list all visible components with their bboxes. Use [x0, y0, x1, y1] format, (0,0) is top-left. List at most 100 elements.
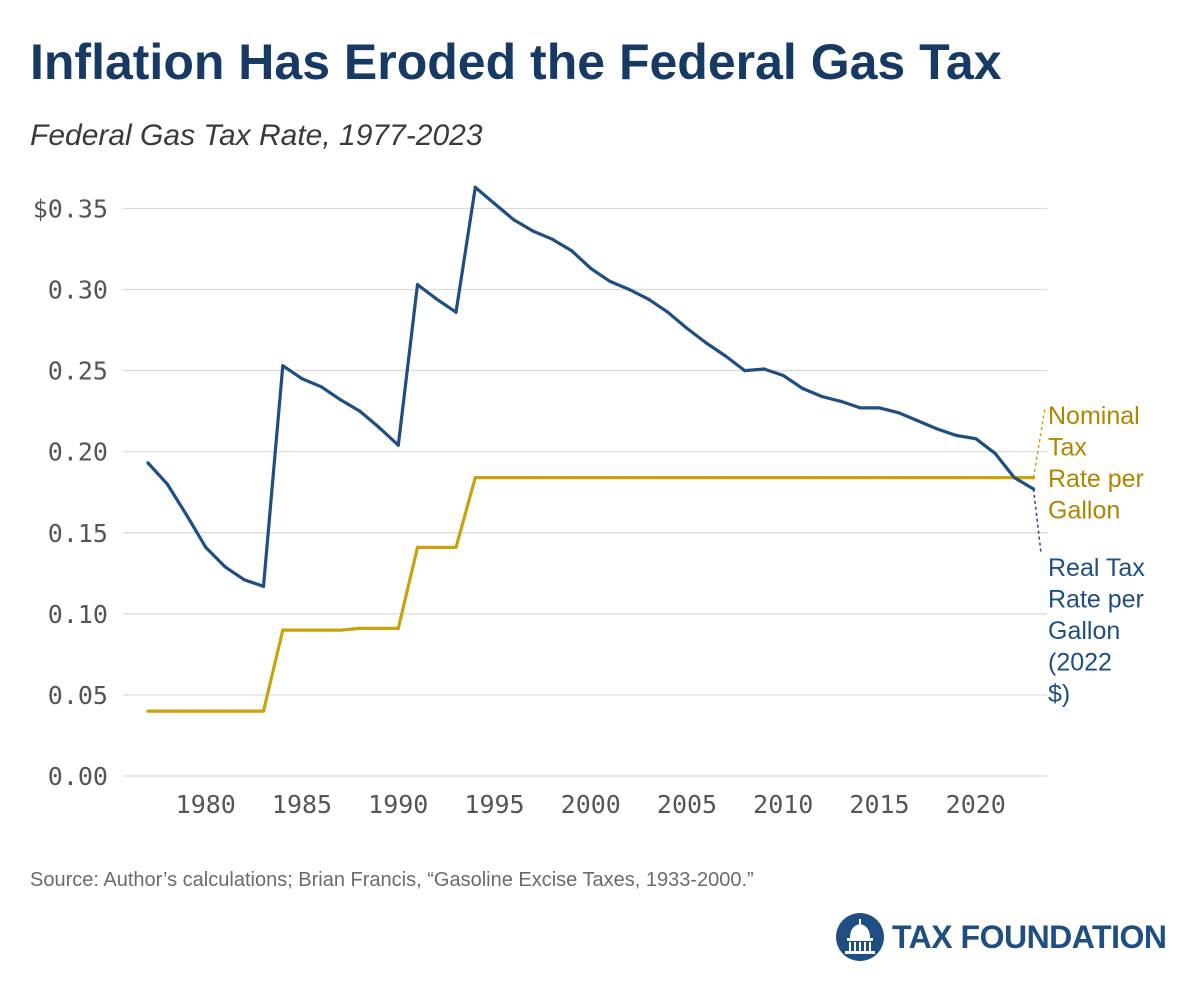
- data-point-real: [704, 341, 708, 345]
- data-point-nominal: [646, 476, 651, 480]
- data-point-real: [800, 386, 805, 391]
- legend-line: Real Tax: [1048, 554, 1145, 582]
- data-point-nominal: [550, 476, 554, 480]
- legend-line: Rate per: [1048, 586, 1144, 614]
- data-point-real: [935, 427, 939, 431]
- data-point-nominal: [184, 709, 189, 713]
- legend-line: Tax: [1048, 434, 1087, 462]
- legend-leader-nominal: [1032, 407, 1046, 478]
- y-tick-label: 0.15: [48, 519, 108, 548]
- data-point-nominal: [377, 626, 381, 631]
- data-point-nominal: [589, 476, 593, 480]
- data-point-real: [435, 297, 439, 301]
- data-point-real: [589, 266, 593, 271]
- data-point-nominal: [954, 476, 959, 480]
- data-point-nominal: [935, 476, 939, 480]
- data-point-nominal: [300, 628, 304, 632]
- x-tick-label: 1985: [272, 790, 332, 819]
- data-point-real: [184, 513, 189, 517]
- data-point-real: [685, 326, 689, 331]
- x-tick-label: 2020: [946, 790, 1006, 819]
- x-tick-label: 2010: [753, 790, 813, 819]
- data-point-real: [954, 433, 959, 438]
- chart-subtitle: Federal Gas Tax Rate, 1977-2023: [30, 119, 483, 152]
- series-line-real: [146, 185, 1036, 588]
- tax-foundation-logo: TAX FOUNDATION: [836, 912, 1167, 962]
- y-tick-label: 0.10: [48, 600, 108, 629]
- data-point-nominal: [454, 545, 458, 549]
- data-point-nominal: [666, 476, 670, 480]
- data-point-nominal: [781, 476, 785, 480]
- data-point-real: [916, 419, 920, 423]
- data-point-real: [261, 584, 266, 588]
- data-point-nominal: [435, 545, 439, 549]
- data-point-nominal: [223, 709, 227, 713]
- data-point-nominal: [204, 709, 208, 713]
- data-point-nominal: [512, 476, 516, 480]
- x-tick-label: 1980: [176, 790, 236, 819]
- data-point-nominal: [281, 628, 285, 632]
- data-point-nominal: [916, 476, 920, 480]
- legend-label-real: Real Tax Rate per Gallon (2022 $): [1048, 554, 1145, 708]
- data-point-nominal: [993, 476, 997, 480]
- data-point-real: [165, 482, 169, 486]
- series-points: [146, 185, 1036, 713]
- data-point-real: [762, 367, 766, 371]
- legend-line: Nominal: [1048, 402, 1140, 430]
- data-point-nominal: [319, 628, 323, 632]
- y-tick-label: 0.20: [48, 438, 108, 467]
- data-point-nominal: [743, 476, 747, 480]
- data-point-real: [338, 398, 343, 402]
- x-tick-label: 1990: [368, 790, 428, 819]
- data-point-nominal: [415, 545, 420, 549]
- data-point-real: [781, 373, 785, 378]
- data-point-nominal: [358, 626, 362, 631]
- data-point-nominal: [897, 476, 901, 480]
- data-point-nominal: [685, 476, 689, 480]
- data-point-nominal: [261, 709, 266, 713]
- y-tick-label: 0.00: [48, 762, 108, 791]
- data-point-real: [858, 406, 862, 410]
- data-point-real: [300, 377, 304, 381]
- data-point-nominal: [858, 476, 862, 480]
- legend-line: (2022: [1048, 649, 1112, 677]
- data-point-real: [974, 437, 978, 441]
- data-point-nominal: [839, 476, 843, 480]
- legend-label-nominal: Nominal Tax Rate per Gallon: [1048, 402, 1144, 525]
- data-point-nominal: [704, 476, 708, 480]
- data-point-real: [608, 279, 612, 284]
- data-point-real: [319, 385, 323, 389]
- data-point-real: [839, 399, 843, 404]
- data-point-real: [531, 229, 535, 233]
- data-point-nominal: [974, 476, 978, 480]
- data-point-nominal: [762, 476, 766, 480]
- y-axis-tick-labels: 0.00 0.05 0.10 0.15 0.20 0.25 0.30 $0.35: [33, 194, 108, 791]
- y-tick-label: $0.35: [33, 194, 108, 223]
- data-point-real: [146, 461, 150, 465]
- x-tick-label: 2005: [657, 790, 717, 819]
- data-point-nominal: [877, 476, 882, 480]
- data-point-nominal: [608, 476, 612, 480]
- data-point-real: [897, 411, 901, 415]
- legend-leader-real: [1032, 488, 1042, 554]
- data-point-nominal: [800, 476, 805, 480]
- data-point-real: [242, 578, 246, 582]
- x-tick-label: 2015: [849, 790, 909, 819]
- data-point-real: [415, 283, 420, 287]
- legend-line: $): [1048, 680, 1070, 708]
- legend-line: Rate per: [1048, 465, 1144, 493]
- data-point-nominal: [723, 476, 728, 480]
- x-tick-label: 1995: [464, 790, 524, 819]
- data-point-nominal: [531, 476, 535, 480]
- data-point-nominal: [492, 476, 497, 480]
- data-point-real: [473, 185, 477, 189]
- legend-line: Gallon: [1048, 497, 1120, 525]
- data-point-real: [281, 364, 285, 368]
- legend-line: Gallon: [1048, 617, 1120, 645]
- y-tick-label: 0.25: [48, 357, 108, 386]
- source-note: Source: Author’s calculations; Brian Fra…: [30, 869, 754, 891]
- data-point-nominal: [569, 476, 574, 480]
- data-point-real: [993, 451, 997, 455]
- data-point-nominal: [338, 628, 343, 632]
- data-point-real: [358, 409, 362, 413]
